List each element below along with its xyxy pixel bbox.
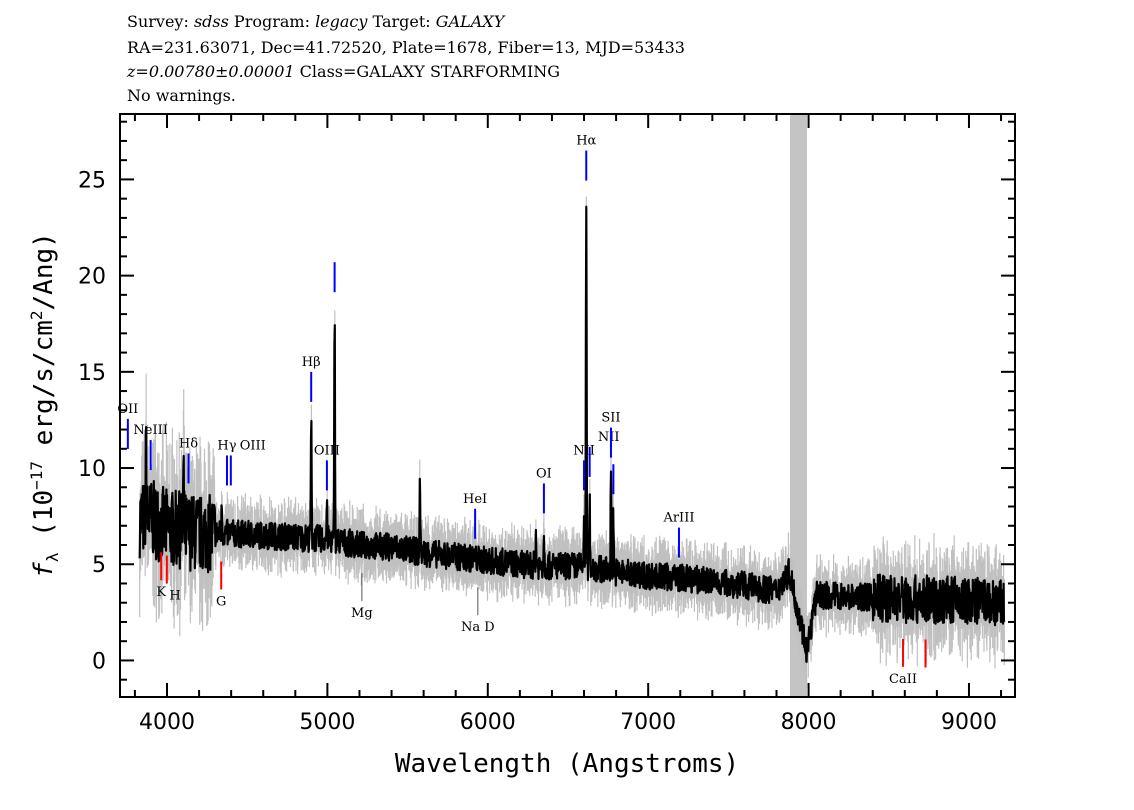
line-label: OII <box>117 402 138 417</box>
line-label: OIII <box>314 443 340 458</box>
y-tick-label: 25 <box>78 168 106 193</box>
line-label: NII <box>573 443 595 458</box>
line-label: SII <box>601 411 620 426</box>
line-label: OI <box>536 466 552 481</box>
line-label: K <box>156 585 166 600</box>
masked-region <box>789 114 807 697</box>
masked-region-layer <box>789 114 807 697</box>
line-label: ArIII <box>662 511 694 526</box>
x-tick-label: 4000 <box>139 710 195 735</box>
x-tick-label: 5000 <box>299 710 355 735</box>
y-tick-label: 10 <box>78 457 106 482</box>
class-value: Class=GALAXY STARFORMING <box>299 62 561 81</box>
y-tick-label: 0 <box>92 649 106 674</box>
x-axis-label: Wavelength (Angstroms) <box>395 749 739 779</box>
line-markers-layer: OII NeIII Hδ Hγ OIII Hβ OIII HeI OI NII Hα NII SII Ar… <box>117 134 927 687</box>
line-label: NeIII <box>133 423 167 438</box>
line-label: NII <box>598 430 620 445</box>
y-tick-label: 15 <box>78 361 106 386</box>
header-line-redshift: z=0.00780±0.00001 Class=GALAXY STARFORMI… <box>127 62 560 82</box>
x-tick-label: 8000 <box>781 710 837 735</box>
line-label: HeI <box>463 492 487 507</box>
redshift-value: z=0.00780±0.00001 <box>127 62 295 81</box>
line-label: Hα <box>576 134 596 149</box>
line-label: Na D <box>461 620 495 635</box>
target-label: Target: <box>372 12 431 31</box>
line-label: CaII <box>889 672 917 687</box>
plot-frame <box>119 113 1016 698</box>
line-label: Hγ <box>217 438 236 453</box>
line-label: Hδ <box>179 436 198 451</box>
line-label: G <box>216 594 226 609</box>
line-label: H <box>169 589 180 604</box>
survey-value: sdss <box>193 12 229 31</box>
survey-label: Survey: <box>127 12 189 31</box>
y-axis-label: fλ (10−17 erg/s/cm2/Ang) <box>27 232 62 578</box>
target-value: GALAXY <box>435 12 505 31</box>
header-line-warnings: No warnings. <box>127 86 236 105</box>
flux-line <box>138 205 1006 664</box>
flux-layer <box>138 205 1006 664</box>
line-label: Mg <box>351 606 373 621</box>
y-tick-label: 20 <box>78 265 106 290</box>
axes-layer: 4000 5000 6000 7000 8000 9000 0 5 10 15 20 25 <box>78 113 1016 735</box>
y-tick-label: 5 <box>92 553 106 578</box>
x-tick-label: 7000 <box>620 710 676 735</box>
line-label: Hβ <box>302 355 321 370</box>
program-value: legacy <box>315 12 368 31</box>
line-label: OIII <box>240 438 266 453</box>
x-tick-label: 9000 <box>941 710 997 735</box>
x-tick-label: 6000 <box>460 710 516 735</box>
header-line-survey: Survey: sdss Program: legacy Target: GAL… <box>127 12 504 32</box>
header-line-coords: RA=231.63071, Dec=41.72520, Plate=1678, … <box>127 38 685 57</box>
program-label: Program: <box>233 12 310 31</box>
